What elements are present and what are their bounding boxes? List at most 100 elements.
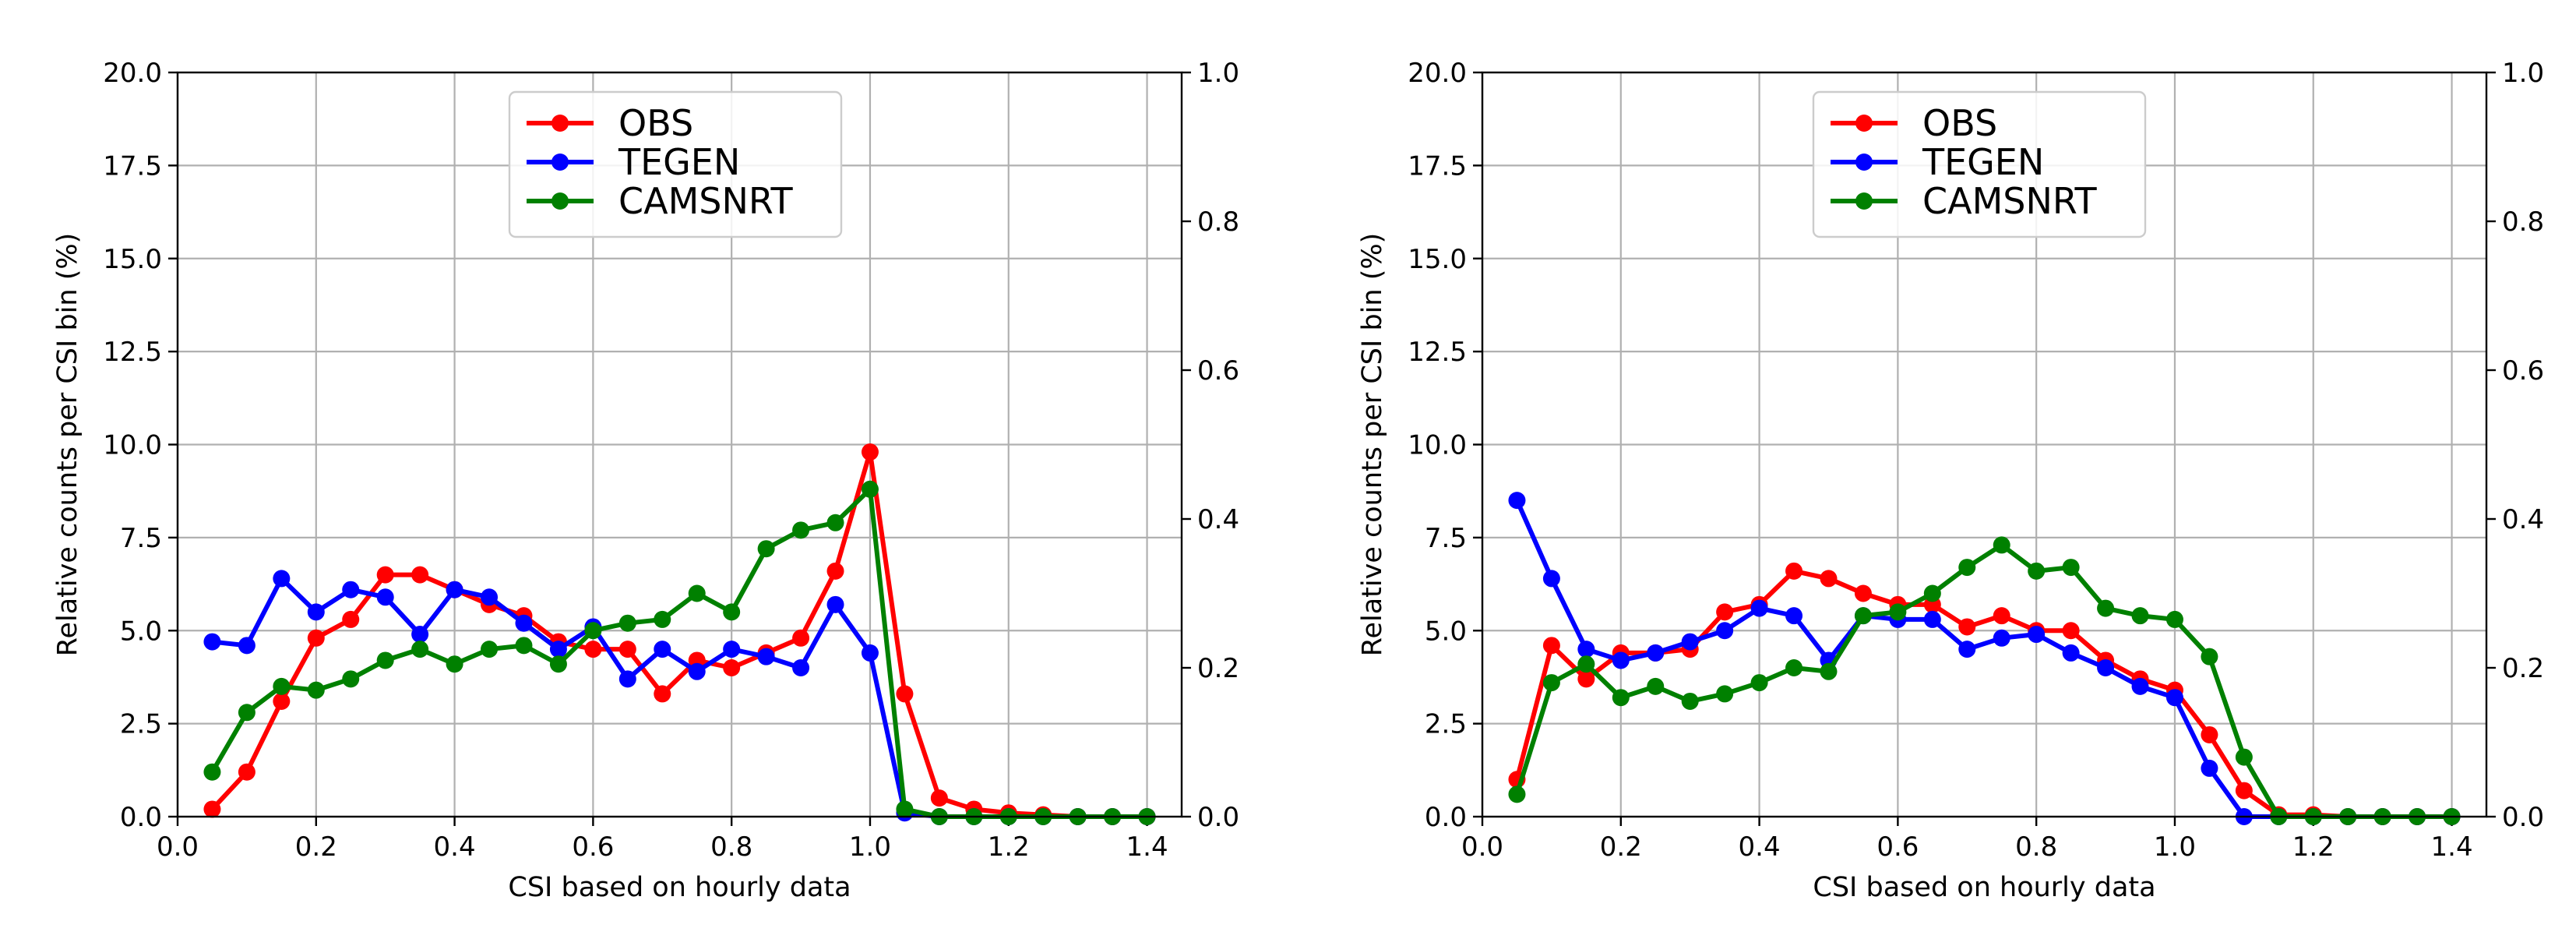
data-point	[654, 610, 671, 628]
y2-tick-label: 0.8	[2502, 207, 2544, 238]
y-tick-label: 12.5	[1408, 337, 1467, 368]
legend-label: OBS	[1922, 102, 1997, 144]
data-point	[1923, 584, 1941, 602]
data-point	[549, 641, 567, 658]
x-tick-label: 1.2	[2292, 831, 2335, 863]
y-tick-label: 10.0	[1408, 430, 1467, 461]
data-point	[1612, 651, 1630, 669]
x-tick-label: 0.6	[572, 831, 614, 863]
data-point	[1785, 562, 1803, 580]
data-point	[273, 677, 291, 695]
data-point	[792, 521, 810, 539]
data-point	[1577, 670, 1595, 688]
data-point	[411, 566, 429, 584]
x-tick-label: 0.4	[1739, 831, 1781, 863]
data-point	[1820, 570, 1838, 588]
y2-tick-label: 1.0	[1197, 58, 1239, 89]
data-point	[723, 603, 741, 621]
data-point	[792, 629, 810, 647]
data-point	[618, 641, 636, 658]
data-point	[723, 659, 741, 676]
data-point	[896, 800, 914, 818]
data-point	[307, 681, 325, 699]
data-point	[1993, 607, 2010, 625]
data-point	[203, 800, 221, 818]
legend-label: CAMSNRT	[618, 180, 794, 222]
x-axis-label: CSI based on hourly data	[1813, 872, 2155, 903]
x-tick-label: 0.4	[434, 831, 476, 863]
data-point	[1577, 655, 1595, 673]
series-camsnrt	[203, 480, 1156, 825]
data-point	[618, 670, 636, 688]
data-point	[1612, 689, 1630, 707]
x-tick-label: 0.8	[710, 831, 752, 863]
data-point	[411, 626, 429, 644]
y2-tick-label: 0.4	[2502, 504, 2544, 535]
data-point	[2028, 562, 2046, 580]
y2-tick-label: 0.6	[1197, 355, 1239, 387]
data-point	[2097, 659, 2115, 676]
data-point	[826, 514, 844, 531]
data-point	[411, 641, 429, 658]
y2-tick-label: 0.0	[2502, 802, 2544, 833]
data-point	[861, 443, 879, 461]
data-point	[273, 570, 291, 588]
y2-tick-label: 0.2	[1197, 653, 1239, 684]
legend-label: CAMSNRT	[1922, 180, 2098, 222]
data-point	[2201, 725, 2218, 743]
data-point	[1993, 536, 2010, 554]
data-point	[618, 614, 636, 632]
legend-swatch-marker	[1855, 115, 1873, 132]
x-axis-label: CSI based on hourly data	[508, 872, 851, 903]
data-point	[757, 540, 775, 558]
y-tick-label: 2.5	[1425, 709, 1467, 740]
data-point	[2028, 626, 2046, 644]
data-point	[2131, 677, 2149, 695]
x-tick-label: 1.4	[1126, 831, 1168, 863]
data-point	[203, 633, 221, 651]
data-point	[481, 641, 499, 658]
data-point	[584, 622, 602, 640]
y-tick-label: 2.5	[120, 709, 162, 740]
data-point	[2235, 748, 2253, 766]
data-point	[688, 662, 706, 680]
y2-tick-label: 0.0	[1197, 802, 1239, 833]
data-point	[2235, 782, 2253, 800]
y2-tick-label: 0.2	[2502, 653, 2544, 684]
data-point	[515, 614, 533, 632]
data-point	[376, 651, 394, 669]
data-point	[342, 670, 360, 688]
data-point	[238, 704, 255, 722]
x-tick-label: 1.4	[2431, 831, 2473, 863]
y-tick-label: 0.0	[1425, 802, 1467, 833]
legend-swatch-marker	[551, 115, 569, 132]
data-point	[930, 789, 948, 807]
data-point	[2165, 610, 2183, 628]
data-point	[654, 685, 671, 703]
x-tick-label: 0.2	[1600, 831, 1642, 863]
x-tick-label: 1.0	[2154, 831, 2196, 863]
y-axis-label: Relative counts per CSI bin (%)	[1357, 233, 1388, 657]
data-point	[826, 562, 844, 580]
data-point	[826, 595, 844, 613]
y-tick-label: 17.5	[103, 150, 162, 182]
data-point	[1854, 584, 1872, 602]
data-point	[1681, 692, 1699, 710]
series-line	[210, 450, 1147, 819]
data-point	[861, 644, 879, 662]
data-point	[1889, 603, 1907, 621]
data-point	[376, 588, 394, 606]
data-point	[446, 655, 463, 673]
data-point	[1542, 637, 1560, 655]
data-point	[1958, 618, 1976, 636]
data-point	[1508, 492, 1526, 510]
data-point	[1542, 674, 1560, 692]
data-point	[1542, 570, 1560, 588]
y-tick-label: 20.0	[103, 58, 162, 89]
y-tick-label: 7.5	[1425, 523, 1467, 554]
data-point	[549, 655, 567, 673]
data-point	[238, 763, 255, 781]
